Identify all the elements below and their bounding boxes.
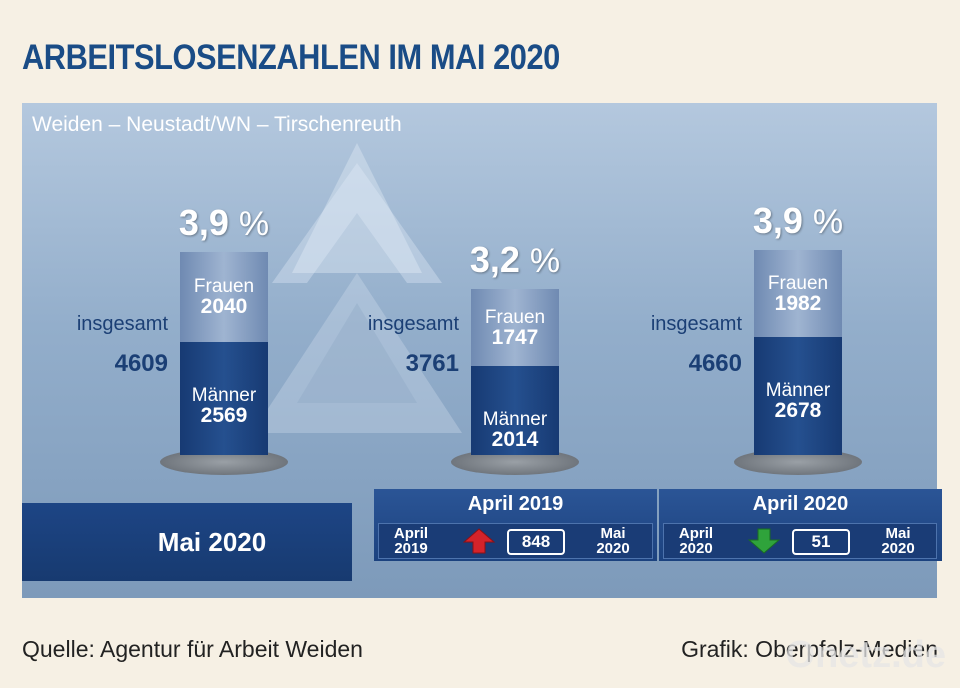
frauen-word: Frauen: [484, 307, 546, 328]
frauen-label: Frauen 2040: [180, 276, 268, 318]
comparison-april-2020: April 2020 April 2020 51 Mai 2020: [659, 489, 942, 561]
total-word: insgesamt: [367, 313, 459, 335]
background-logo-mark: [252, 143, 462, 433]
current-month-label: Mai 2020: [157, 527, 267, 557]
rate-label: 3,2 %: [435, 239, 595, 281]
rate-unit: %: [238, 205, 270, 243]
rate-value: 3,9: [178, 202, 229, 243]
change-value: 848: [507, 529, 565, 555]
rate-value: 3,9: [752, 200, 803, 241]
rate-label: 3,9 %: [144, 202, 304, 244]
frauen-value: 1982: [774, 292, 822, 315]
comparison-to-label: Mai 2020: [881, 525, 915, 557]
total-value: 4660: [688, 350, 742, 377]
comparison-to-label: Mai 2020: [596, 525, 630, 557]
watermark-text: Onetz.de: [785, 634, 946, 676]
bar-segment-maenner: [471, 366, 559, 455]
frauen-label: Frauen 1747: [471, 307, 559, 349]
comparison-april-2019: April 2019 April 2019 848 Mai 2020: [374, 489, 657, 561]
region-label: Weiden – Neustadt/WN – Tirschenreuth: [32, 113, 402, 136]
comparison-box: April 2020 51 Mai 2020: [663, 523, 937, 559]
maenner-word: Männer: [482, 409, 548, 430]
rate-unit: %: [812, 203, 844, 241]
rate-value: 3,2: [469, 239, 520, 280]
frauen-value: 1747: [491, 326, 539, 349]
maenner-value: 2014: [491, 428, 539, 451]
maenner-label: Männer 2014: [471, 409, 559, 451]
change-value: 51: [792, 529, 850, 555]
maenner-word: Männer: [191, 385, 257, 406]
comparison-box: April 2019 848 Mai 2020: [378, 523, 653, 559]
comparison-heading: April 2020: [752, 493, 849, 515]
rate-label: 3,9 %: [718, 200, 878, 242]
credit-note: Grafik: Oberpfalz-Medien: [681, 636, 938, 662]
up-arrow-icon: [463, 528, 495, 554]
bar-segment-frauen: [180, 252, 268, 342]
total-word: insgesamt: [76, 313, 168, 335]
bar-segment-maenner: [754, 337, 842, 455]
chart-title: ARBEITSLOSENZAHLEN IM MAI 2020: [22, 38, 560, 77]
source-note: Quelle: Agentur für Arbeit Weiden: [22, 636, 363, 662]
maenner-word: Männer: [765, 380, 831, 401]
total-label: insgesamt 3761: [349, 313, 459, 378]
frauen-word: Frauen: [767, 273, 829, 294]
total-word: insgesamt: [650, 313, 742, 335]
stacked-bar: Frauen 2040 Männer 2569: [180, 252, 268, 455]
stacked-bar: Frauen 1982 Männer 2678: [754, 250, 842, 455]
comparison-heading: April 2019: [467, 493, 564, 515]
bar-segment-frauen: [471, 289, 559, 366]
frauen-word: Frauen: [193, 276, 255, 297]
summary-strip: Mai 2020 April 2019 April 2019 848 Mai 202…: [22, 489, 942, 581]
total-value: 3761: [405, 350, 459, 377]
strip-current-bg: [22, 503, 352, 581]
total-label: insgesamt 4609: [58, 313, 168, 378]
bar-segment-maenner: [180, 342, 268, 455]
bar-segment-frauen: [754, 250, 842, 337]
frauen-value: 2040: [200, 295, 248, 318]
comparison-from-label: April 2019: [393, 525, 429, 557]
maenner-label: Männer 2678: [754, 380, 842, 422]
total-value: 4609: [114, 350, 168, 377]
comparison-from-label: April 2020: [678, 525, 714, 557]
maenner-value: 2678: [774, 399, 822, 422]
frauen-label: Frauen 1982: [754, 273, 842, 315]
maenner-value: 2569: [200, 404, 248, 427]
watermark-logo: Onetz.de: [786, 634, 946, 677]
stacked-bar: Frauen 1747 Männer 2014: [471, 289, 559, 455]
rate-unit: %: [529, 242, 561, 280]
maenner-label: Männer 2569: [180, 385, 268, 427]
total-label: insgesamt 4660: [632, 313, 742, 378]
down-arrow-icon: [748, 528, 780, 554]
